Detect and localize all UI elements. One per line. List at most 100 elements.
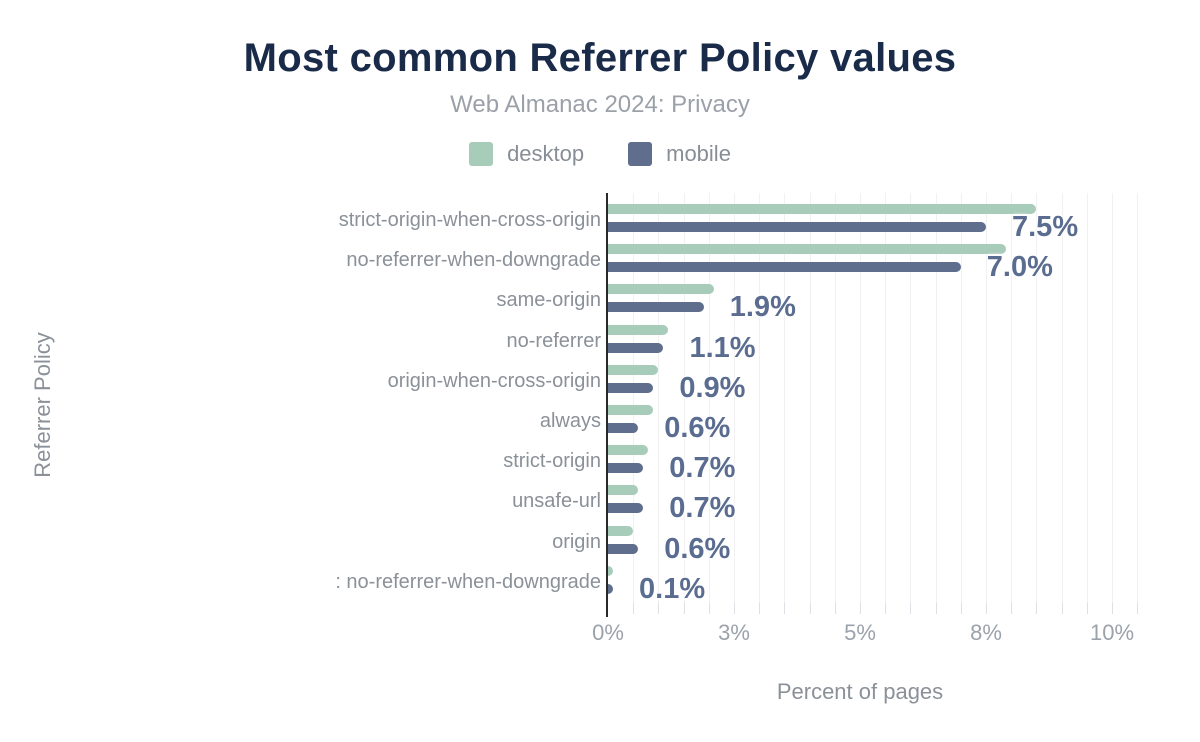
bar-desktop — [608, 445, 649, 456]
bar-desktop — [608, 485, 639, 496]
category-label: origin-when-cross-origin — [387, 369, 601, 392]
x-tick-mark — [734, 603, 735, 614]
bar-mobile — [608, 503, 644, 514]
gridline — [1137, 193, 1139, 612]
chart-subtitle: Web Almanac 2024: Privacy — [450, 91, 750, 118]
bar-mobile — [608, 222, 986, 232]
value-label: 1.9% — [729, 291, 796, 324]
category-label: origin — [552, 530, 601, 553]
gridline — [784, 193, 786, 612]
gridline — [960, 193, 962, 612]
bar-desktop — [608, 324, 669, 335]
bar-mobile — [608, 423, 639, 433]
category-label: same-origin — [496, 289, 601, 312]
x-tick-mark — [885, 603, 887, 614]
legend-item-desktop: desktop — [469, 141, 584, 167]
chart-title: Most common Referrer Policy values — [243, 36, 957, 80]
bar-desktop — [608, 525, 634, 536]
gridline — [1036, 193, 1038, 612]
gridline — [658, 193, 660, 612]
bar-desktop — [608, 405, 654, 415]
category-label: no-referrer-when-downgrade — [346, 249, 601, 272]
bar-mobile — [608, 382, 654, 393]
value-label: 0.6% — [664, 532, 731, 565]
gridline — [683, 193, 685, 612]
x-tick-mark — [633, 603, 635, 614]
x-axis-title: Percent of pages — [776, 679, 944, 704]
legend-label-mobile: mobile — [666, 141, 731, 166]
x-tick-mark — [834, 603, 836, 614]
category-label: strict-origin-when-cross-origin — [338, 209, 601, 231]
legend-item-mobile: mobile — [628, 141, 731, 167]
mobile-swatch-icon — [628, 142, 653, 166]
gridline — [759, 193, 761, 612]
category-label: strict-origin — [503, 450, 601, 473]
value-label: 0.1% — [639, 572, 706, 605]
category-label: : no-referrer-when-downgrade — [335, 570, 601, 593]
category-label: always — [539, 410, 601, 432]
y-axis-title: Referrer Policy — [30, 332, 55, 478]
gridline — [1086, 193, 1088, 612]
x-tick-mark — [809, 603, 811, 614]
x-tick-mark — [658, 603, 660, 614]
value-label: 7.0% — [986, 251, 1053, 284]
bar-mobile — [608, 262, 961, 273]
bar-desktop — [608, 244, 1007, 255]
bar-desktop — [608, 364, 659, 375]
x-tick-label: 3% — [718, 620, 750, 645]
gridline — [910, 193, 912, 612]
bar-mobile — [608, 583, 614, 594]
gridline — [1112, 193, 1113, 612]
y-axis-line — [606, 193, 608, 617]
gridline — [633, 193, 635, 612]
x-tick-mark — [708, 603, 710, 614]
gridline — [986, 193, 987, 612]
gridline — [860, 193, 861, 612]
legend-label-desktop: desktop — [507, 141, 585, 166]
x-tick-label: 8% — [970, 620, 1002, 645]
bar-mobile — [608, 463, 644, 474]
x-tick-mark — [1137, 603, 1139, 614]
legend: desktop mobile — [0, 141, 1200, 167]
x-tick-mark — [960, 603, 962, 614]
x-tick-mark — [935, 603, 937, 614]
bar-mobile — [608, 342, 664, 353]
value-label: 0.7% — [669, 452, 736, 485]
x-tick-mark — [860, 603, 861, 614]
x-tick-mark — [1112, 603, 1113, 614]
category-label: no-referrer — [506, 329, 601, 352]
x-tick-mark — [784, 603, 786, 614]
category-label: unsafe-url — [512, 490, 601, 513]
bar-mobile — [608, 543, 639, 554]
x-tick-label: 5% — [844, 620, 876, 645]
gridline — [1011, 193, 1013, 612]
gridline — [734, 193, 735, 612]
x-tick-mark — [910, 603, 912, 614]
value-label: 0.9% — [679, 371, 746, 404]
gridline — [935, 193, 937, 612]
value-label: 0.7% — [669, 492, 736, 525]
x-tick-mark — [683, 603, 685, 614]
x-tick-mark — [759, 603, 761, 614]
x-tick-label: 10% — [1089, 620, 1135, 645]
x-tick-label: 0% — [592, 620, 624, 645]
gridline — [809, 193, 811, 612]
x-tick-mark — [1061, 603, 1063, 614]
x-tick-mark — [1036, 603, 1038, 614]
value-label: 1.1% — [689, 331, 756, 364]
value-label: 0.6% — [664, 412, 731, 444]
bar-desktop — [608, 565, 614, 576]
gridline — [1061, 193, 1063, 612]
value-label: 7.5% — [1012, 211, 1079, 243]
x-tick-mark — [1011, 603, 1013, 614]
bar-desktop — [608, 284, 714, 295]
desktop-swatch-icon — [469, 142, 494, 166]
gridline — [834, 193, 836, 612]
gridline — [885, 193, 887, 612]
bar-desktop — [608, 204, 1037, 214]
x-tick-mark — [1086, 603, 1088, 614]
gridline — [708, 193, 710, 612]
x-tick-mark — [986, 603, 987, 614]
